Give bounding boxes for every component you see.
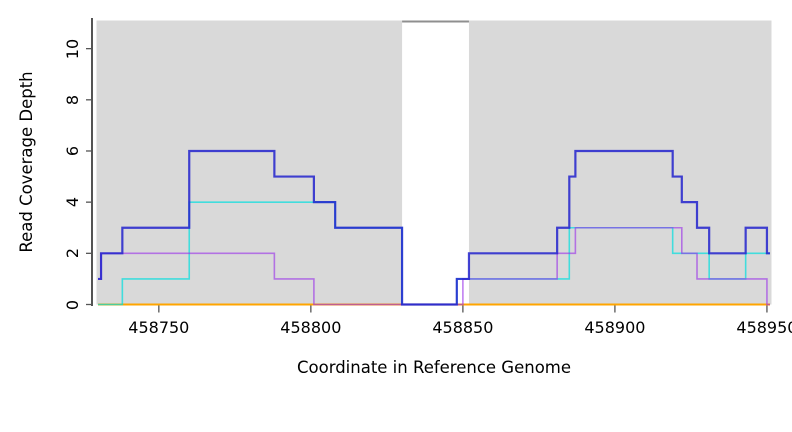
repeat-region-marker bbox=[402, 20, 469, 23]
series-unique_bottom bbox=[98, 226, 770, 306]
x-tick-label: 458950 bbox=[736, 318, 792, 337]
x-tick-label: 458900 bbox=[584, 318, 646, 337]
series-unique_total bbox=[98, 149, 770, 306]
x-tick-label: 458850 bbox=[432, 318, 494, 337]
x-tick-label: 458750 bbox=[128, 318, 190, 337]
repeat-region-band bbox=[402, 20, 469, 305]
y-axis-title: Read Coverage Depth bbox=[17, 71, 36, 253]
x-tick-label: 458800 bbox=[280, 318, 342, 337]
y-tick-label: 10 bbox=[63, 38, 82, 59]
x-axis-title: Coordinate in Reference Genome bbox=[296, 358, 572, 377]
